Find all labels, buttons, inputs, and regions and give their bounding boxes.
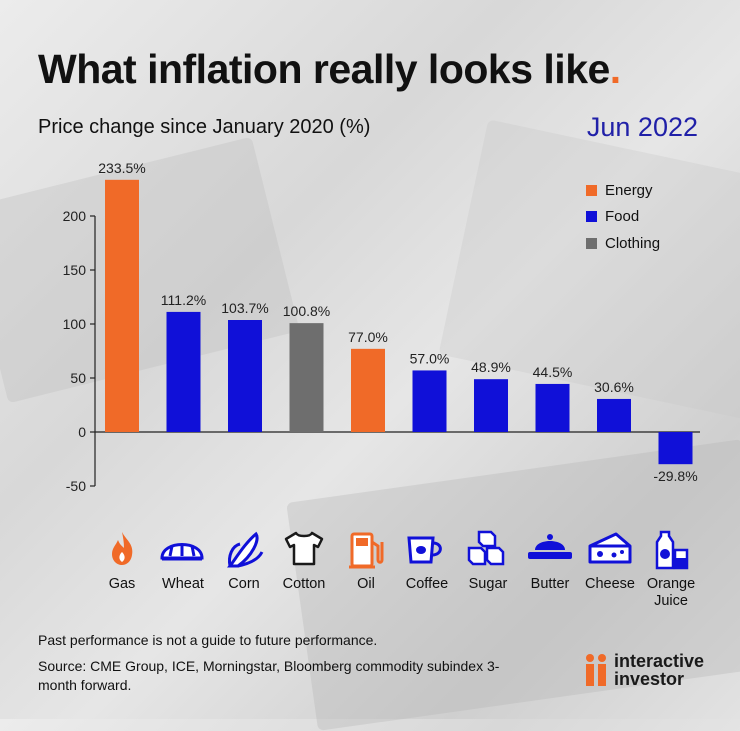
bar-coffee [412,370,447,432]
y-tick-label: 100 [63,316,87,332]
y-tick-label: 150 [63,262,87,278]
coffee-icon [394,528,458,568]
disclaimer-text: Past performance is not a guide to futur… [38,632,378,648]
corn-icon [212,528,276,572]
category-label-coffee: Coffee [405,576,449,592]
bar-gas [105,179,139,432]
bar-chart: -50 0 50 100 150 200 233.5% 111.2% 103.7% 100.8% 7… [63,160,700,494]
bar-corn [228,320,262,432]
legend-swatch-clothing [586,238,597,249]
brand-name-line2: investor [614,669,685,689]
legend-item-food: Food [586,208,639,225]
data-label-cotton: 100.8% [283,303,330,319]
bar-butter [535,383,570,432]
category-label-wheat: Wheat [162,576,204,592]
data-label-orange-juice: -29.8% [653,468,697,484]
data-label-gas: 233.5% [98,160,145,176]
y-tick-label: 0 [78,424,86,440]
data-label-corn: 103.7% [221,300,268,316]
chart-subtitle: Price change since January 2020 (%) [38,116,371,138]
cotton-tshirt-icon [272,528,336,568]
brand-logo: interactive investor [584,652,704,688]
data-label-coffee: 57.0% [410,350,450,366]
sugar-cubes-icon [456,528,520,568]
category-label-sugar: Sugar [468,576,508,592]
bar-orange-juice [658,432,693,465]
legend-label-food: Food [605,208,640,225]
butter-icon [518,528,582,568]
y-tick-label: 200 [63,208,87,224]
legend-item-energy: Energy [586,182,653,199]
bar-sugar [474,379,508,432]
legend-item-clothing: Clothing [586,235,660,252]
cheese-icon [578,528,642,568]
data-label-oil: 77.0% [348,329,388,345]
bar-cotton [289,323,324,432]
category-label-corn: Corn [228,576,260,592]
category-label-gas: Gas [108,576,136,592]
legend-label-clothing: Clothing [605,235,661,252]
bar-oil [351,348,385,432]
bar-wheat [166,311,201,432]
wheat-bread-icon [150,528,214,568]
data-label-wheat: 111.2% [161,292,206,308]
source-text: Source: CME Group, ICE, Morningstar, Blo… [38,658,500,693]
category-label-cheese: Cheese [585,576,635,592]
legend-label-energy: Energy [605,182,653,199]
date-label: Jun 2022 [586,112,698,142]
legend-swatch-food [586,211,597,222]
category-label-cotton: Cotton [282,576,326,592]
legend-swatch-energy [586,185,597,196]
category-label-orange-juice: Orange Juice [646,576,696,609]
category-label-oil: Oil [357,576,375,592]
data-label-butter: 44.5% [533,364,573,380]
page-title: What inflation really looks like. [38,46,621,92]
data-label-cheese: 30.6% [594,379,634,395]
gas-icon [90,528,154,568]
brand-logo-mark-icon [586,654,606,686]
orange-juice-icon [638,528,702,572]
brand-name-line1: interactive [614,651,705,671]
category-label-butter: Butter [530,576,570,592]
oil-pump-icon [334,528,398,572]
bar-cheese [597,398,631,432]
data-label-sugar: 48.9% [471,359,511,375]
y-tick-label: 50 [70,370,86,386]
y-tick-label: -50 [66,478,86,494]
title-dot: . [609,46,621,92]
